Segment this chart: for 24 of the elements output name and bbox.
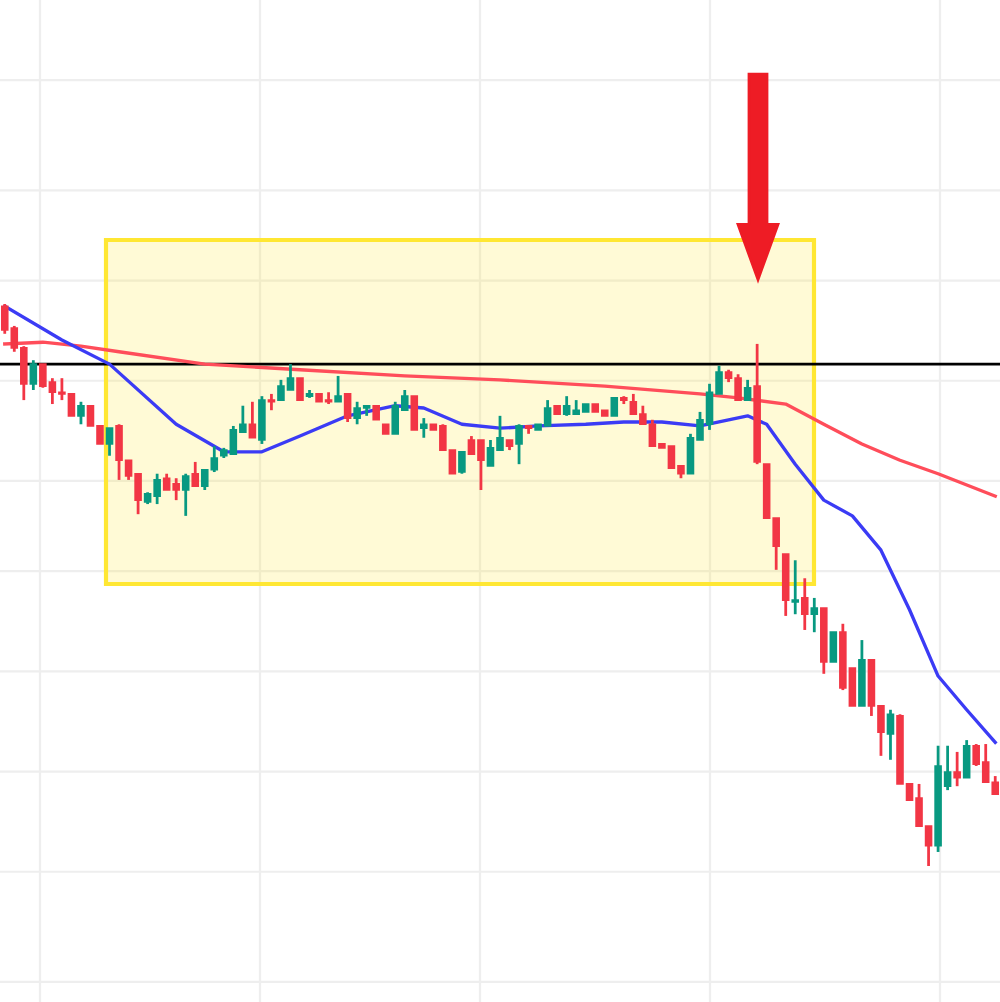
candlestick bbox=[296, 377, 304, 401]
candlestick bbox=[410, 395, 419, 431]
candlestick bbox=[105, 426, 114, 458]
candlestick bbox=[791, 558, 800, 616]
candlestick bbox=[953, 750, 961, 788]
candlestick bbox=[858, 638, 866, 708]
candlestick bbox=[781, 552, 790, 618]
candlestick bbox=[77, 400, 85, 426]
candlestick bbox=[962, 738, 971, 780]
candlestick bbox=[829, 631, 838, 663]
candlestick bbox=[29, 358, 38, 392]
candlestick bbox=[800, 576, 809, 632]
candlestick bbox=[515, 422, 523, 466]
candlestick bbox=[248, 400, 257, 440]
candlestick bbox=[334, 374, 342, 404]
candlestick bbox=[191, 460, 200, 488]
candlestick bbox=[458, 450, 466, 476]
candlestick bbox=[886, 708, 895, 762]
candlestick bbox=[181, 472, 190, 518]
candlestick bbox=[743, 378, 752, 402]
candlestick bbox=[810, 596, 819, 634]
candlestick bbox=[420, 416, 428, 440]
candlestick bbox=[258, 394, 266, 446]
candlestick bbox=[343, 392, 352, 424]
